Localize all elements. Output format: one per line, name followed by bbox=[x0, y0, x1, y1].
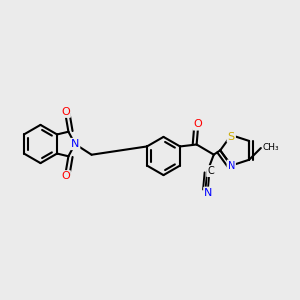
Text: N: N bbox=[228, 160, 235, 171]
Text: N: N bbox=[71, 139, 79, 149]
Text: O: O bbox=[61, 171, 70, 181]
Text: N: N bbox=[204, 188, 213, 198]
Text: C: C bbox=[207, 166, 214, 176]
Text: CH₃: CH₃ bbox=[262, 143, 279, 152]
Text: O: O bbox=[61, 107, 70, 117]
Text: S: S bbox=[228, 132, 235, 142]
Text: O: O bbox=[194, 119, 203, 130]
